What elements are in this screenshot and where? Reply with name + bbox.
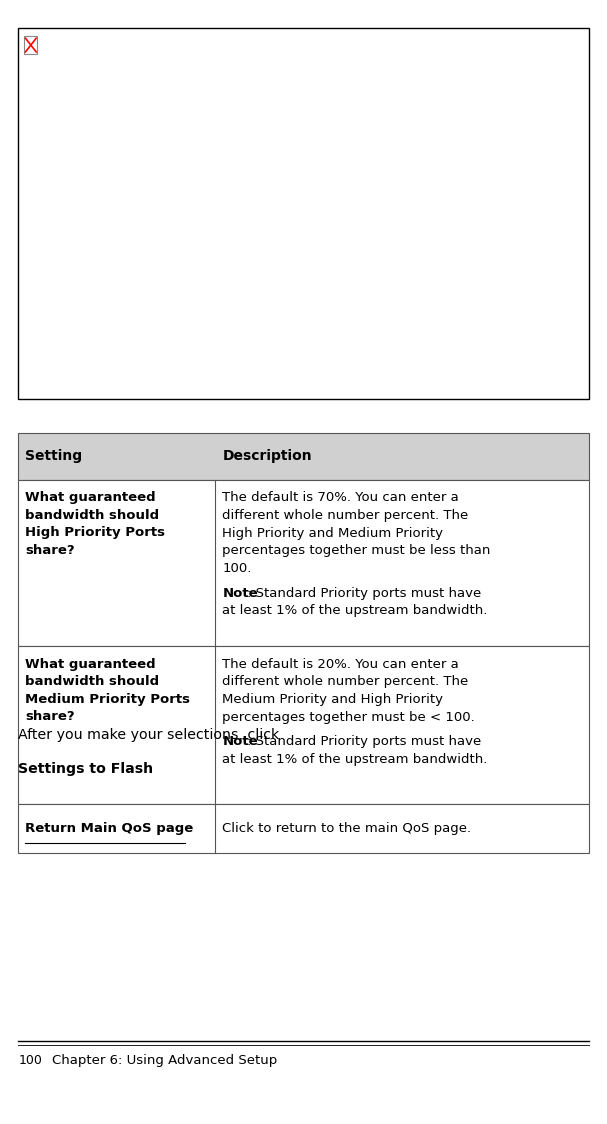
Text: High Priority and Medium Priority: High Priority and Medium Priority bbox=[222, 527, 443, 540]
Text: Click to return to the main QoS page.: Click to return to the main QoS page. bbox=[222, 822, 472, 835]
Text: different whole number percent. The: different whole number percent. The bbox=[222, 509, 469, 522]
Text: percentages together must be < 100.: percentages together must be < 100. bbox=[222, 710, 475, 724]
Text: percentages together must be less than: percentages together must be less than bbox=[222, 544, 490, 558]
Text: : Standard Priority ports must have: : Standard Priority ports must have bbox=[246, 587, 481, 600]
Bar bbox=[18, 646, 589, 804]
Text: Note: Note bbox=[222, 735, 258, 749]
Text: What guaranteed
bandwidth should
Medium Priority Ports
share?: What guaranteed bandwidth should Medium … bbox=[25, 658, 191, 723]
Text: Settings to Flash: Settings to Flash bbox=[18, 762, 154, 776]
Text: : Standard Priority ports must have: : Standard Priority ports must have bbox=[246, 735, 481, 749]
Text: different whole number percent. The: different whole number percent. The bbox=[222, 676, 469, 688]
Text: The default is 20%. You can enter a: The default is 20%. You can enter a bbox=[222, 658, 459, 671]
Text: 100: 100 bbox=[18, 1054, 42, 1068]
Text: What guaranteed
bandwidth should
High Priority Ports
share?: What guaranteed bandwidth should High Pr… bbox=[25, 491, 166, 556]
Bar bbox=[18, 433, 589, 480]
Text: The default is 70%. You can enter a: The default is 70%. You can enter a bbox=[222, 491, 459, 505]
Bar bbox=[18, 480, 589, 646]
Bar bbox=[24, 36, 38, 54]
Text: Return Main QoS page: Return Main QoS page bbox=[25, 822, 194, 835]
Text: 100.: 100. bbox=[222, 562, 252, 575]
Text: Chapter 6: Using Advanced Setup: Chapter 6: Using Advanced Setup bbox=[52, 1054, 277, 1068]
Bar bbox=[18, 804, 589, 853]
Text: Note: Note bbox=[222, 587, 258, 600]
Text: Description: Description bbox=[222, 450, 312, 463]
Text: Medium Priority and High Priority: Medium Priority and High Priority bbox=[222, 694, 443, 706]
Text: at least 1% of the upstream bandwidth.: at least 1% of the upstream bandwidth. bbox=[222, 753, 487, 767]
Text: at least 1% of the upstream bandwidth.: at least 1% of the upstream bandwidth. bbox=[222, 605, 487, 617]
Text: Setting: Setting bbox=[25, 450, 83, 463]
Bar bbox=[18, 28, 589, 399]
Text: After you make your selections, click: After you make your selections, click bbox=[18, 728, 284, 742]
